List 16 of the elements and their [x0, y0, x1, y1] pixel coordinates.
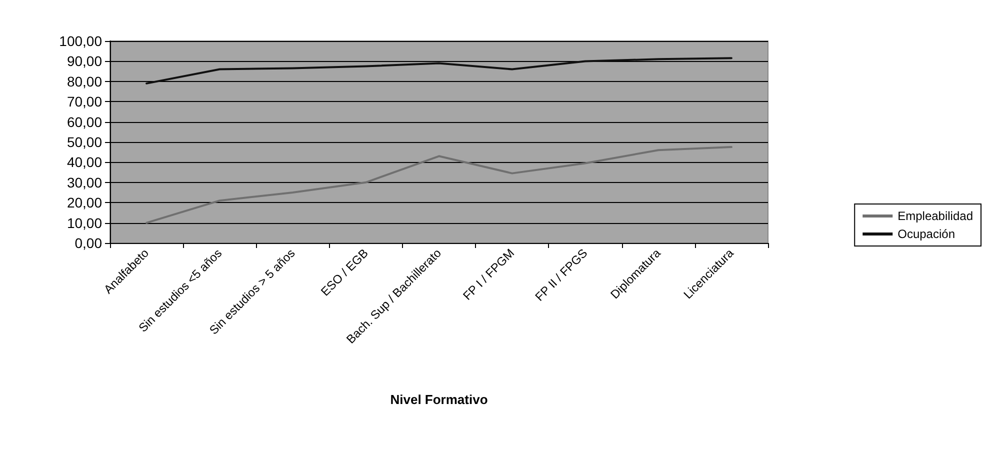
legend-label: Empleabilidad [898, 209, 974, 223]
y-tick-label: 90,00 [66, 53, 102, 70]
y-tick-label: 60,00 [66, 114, 102, 130]
line-series [146, 146, 732, 224]
y-tick-label: 40,00 [66, 154, 102, 170]
legend-label: Ocupación [898, 227, 955, 241]
y-tick-label: 70,00 [66, 94, 102, 110]
y-tick-label: 30,00 [66, 174, 102, 190]
y-tick-label: 50,00 [66, 134, 102, 150]
line-series [146, 57, 732, 84]
y-tick-label: 100,00 [59, 33, 102, 49]
y-tick-label: 10,00 [66, 214, 102, 231]
y-tick-label: 20,00 [66, 194, 102, 211]
y-tick-label: 80,00 [66, 73, 102, 90]
y-tick-label: 0,00 [74, 235, 102, 251]
x-axis-title: Nivel Formativo [390, 392, 488, 407]
